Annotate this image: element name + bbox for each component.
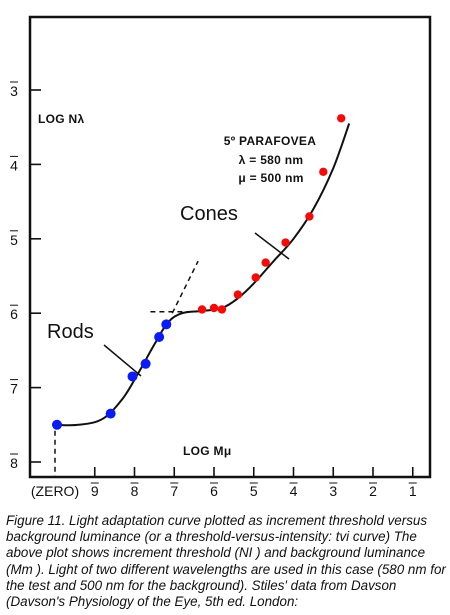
rods-point [51, 419, 62, 430]
rods-point [140, 358, 151, 369]
figure-caption: Figure 11. Light adaptation curve plotte… [6, 513, 446, 610]
plot-frame [28, 15, 432, 479]
x-zero-tick-label: (ZERO) [31, 483, 79, 499]
threshold-chart: 9 8 7 6 5 4 3 2 1 (ZERO) 3 4 5 6 7 8 LOG Nλ LOG Mμ 5º P… [10, 15, 432, 499]
x-axis-label: LOG Mμ [183, 444, 231, 458]
cones-point [337, 114, 346, 123]
y-tick-label: 6 [10, 306, 18, 322]
x-tick-label: 3 [329, 483, 337, 499]
cones-point [281, 238, 290, 247]
y-tick-label: 4 [10, 157, 18, 173]
adaptation-curve [54, 123, 351, 427]
cones-pointer [254, 232, 290, 260]
y-tick-label: 3 [10, 83, 18, 99]
x-tick-label: 4 [290, 483, 298, 499]
cones-point [319, 167, 328, 177]
guide-lines [54, 260, 199, 477]
x-tick-label: 1 [409, 483, 417, 499]
rods-label: Rods [47, 321, 94, 343]
cones-label: Cones [180, 203, 238, 225]
rods-point [105, 408, 116, 419]
rod-asymptote [171, 260, 199, 314]
rods-pointer [103, 344, 142, 377]
cones-point [209, 303, 219, 313]
cones-point [217, 305, 227, 314]
cones-point [251, 273, 260, 282]
cones-point [305, 212, 314, 221]
cones-point [197, 305, 207, 314]
rods-point [161, 319, 172, 330]
cones-point [233, 290, 243, 299]
x-tick-label: 8 [131, 483, 139, 499]
x-tick-label: 7 [170, 483, 178, 499]
x-tick-label: 6 [210, 483, 218, 499]
annotation-line-2: λ = 580 nm [239, 153, 304, 167]
y-tick-label: 7 [10, 381, 18, 397]
rods-point [154, 332, 165, 343]
annotation-line-3: μ = 500 nm [238, 171, 303, 185]
y-tick-label: 5 [10, 232, 18, 248]
data-points [51, 114, 346, 430]
x-tick-label: 2 [369, 483, 377, 499]
rods-point [127, 371, 138, 382]
x-tick-label: 5 [250, 483, 258, 499]
y-tick-label: 8 [10, 455, 18, 471]
annotation-line-1: 5º PARAFOVEA [224, 134, 316, 148]
cones-point [261, 258, 270, 267]
y-axis-label: LOG Nλ [38, 112, 84, 126]
axis-ticks: 9 8 7 6 5 4 3 2 1 (ZERO) 3 4 5 6 7 8 [10, 81, 417, 499]
x-tick-label: 9 [91, 483, 99, 499]
